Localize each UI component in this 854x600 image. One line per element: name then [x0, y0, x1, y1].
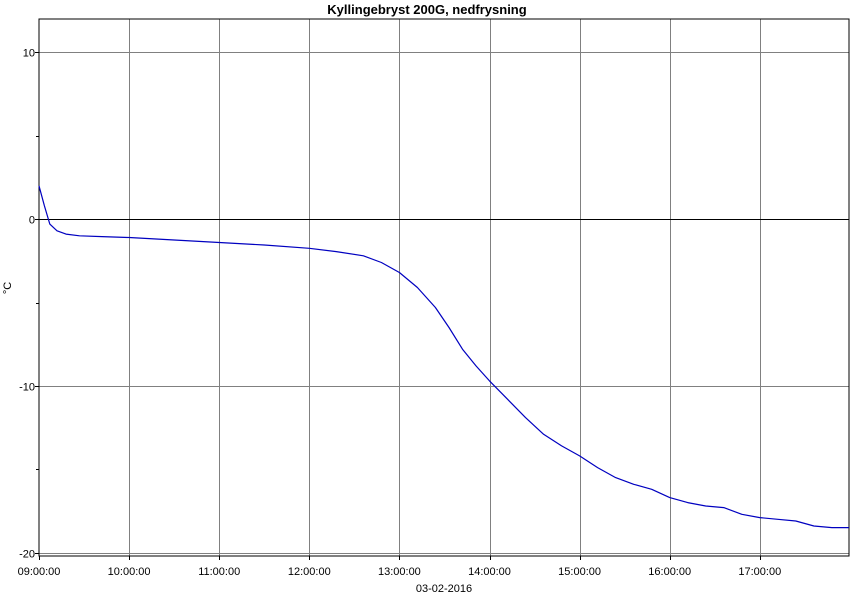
- temperature-series-line: [38, 185, 849, 529]
- x-tick-label: 12:00:00: [288, 566, 331, 578]
- x-tick-label: 17:00:00: [738, 566, 781, 578]
- axis-layer: 09:00:00 10:00:00 11:00:00 12:00:00 13:00:00…: [18, 18, 850, 578]
- y-tick-label: 10: [23, 48, 35, 60]
- x-tick-label: 14:00:00: [468, 566, 511, 578]
- chart-title: Kyllingebryst 200G, nedfrysning: [327, 2, 527, 17]
- x-tick-label: 15:00:00: [558, 566, 601, 578]
- y-tick-label: -20: [19, 549, 35, 561]
- y-tick-label: 0: [29, 215, 35, 227]
- x-tick-label: 16:00:00: [648, 566, 691, 578]
- y-tick-label: -10: [19, 382, 35, 394]
- plot-frame: [38, 18, 850, 557]
- series-layer: [38, 185, 849, 529]
- x-tick-label: 10:00:00: [108, 566, 151, 578]
- x-tick-label: 11:00:00: [198, 566, 240, 578]
- x-tick-label: 13:00:00: [378, 566, 421, 578]
- x-tick-label: 09:00:00: [18, 566, 61, 578]
- x-axis-date-label: 03-02-2016: [415, 583, 473, 595]
- grid-layer: [39, 19, 849, 556]
